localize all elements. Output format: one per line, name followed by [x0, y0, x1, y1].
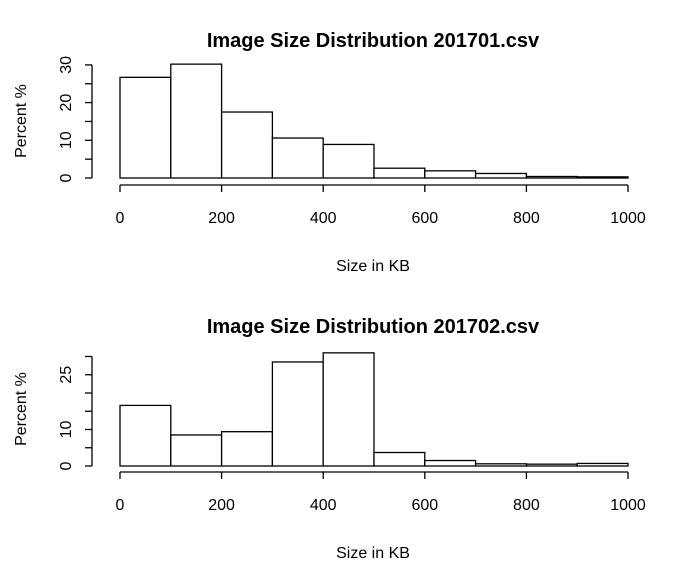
histogram-bar — [373, 167, 426, 179]
chart-title: Image Size Distribution 201701.csv — [207, 30, 540, 52]
y-axis: 0 10 20 30 — [58, 56, 93, 182]
y-tick-label: 20 — [58, 94, 75, 112]
histogram-bar — [271, 137, 324, 179]
x-tick-label: 0 — [116, 210, 125, 227]
x-tick-label: 1000 — [610, 210, 646, 227]
x-tick-label: 1000 — [610, 497, 646, 514]
histogram-bar — [220, 431, 274, 467]
histogram-bar — [119, 76, 172, 179]
histogram-bar — [170, 63, 223, 179]
histogram-bar — [424, 170, 477, 179]
histogram-bar — [525, 463, 578, 467]
y-axis-label: Percent % — [13, 372, 30, 446]
x-tick-label: 800 — [513, 210, 540, 227]
x-axis: 0 200 400 600 800 1000 — [116, 184, 646, 227]
y-tick-label: 10 — [58, 131, 75, 149]
x-tick-label: 400 — [310, 497, 337, 514]
x-tick-label: 600 — [411, 497, 438, 514]
x-tick-label: 600 — [411, 210, 438, 227]
x-tick-label: 200 — [208, 210, 235, 227]
x-tick-label: 400 — [310, 210, 337, 227]
y-axis: 0 10 25 — [58, 355, 93, 470]
histogram-bar — [322, 143, 375, 179]
bars — [119, 352, 629, 467]
x-tick-label: 200 — [208, 497, 235, 514]
x-tick-label: 800 — [513, 497, 540, 514]
histogram-bar — [424, 459, 477, 467]
histogram-bar — [474, 172, 528, 179]
x-axis: 0 200 400 600 800 1000 — [116, 471, 646, 514]
y-tick-label: 25 — [58, 366, 75, 384]
histogram-bar — [220, 111, 274, 179]
y-tick-label: 10 — [58, 421, 75, 439]
y-tick-label: 0 — [58, 461, 75, 470]
x-axis-label: Size in KB — [336, 545, 410, 562]
histogram-bar — [322, 352, 375, 467]
chart-panel-201701: Image Size Distribution 201701.csv Size … — [13, 30, 646, 275]
y-tick-label: 30 — [58, 56, 75, 74]
histogram-bar — [373, 451, 426, 467]
y-tick-label: 0 — [58, 173, 75, 182]
y-axis-label: Percent % — [13, 84, 30, 158]
histogram-bar — [576, 176, 629, 179]
histogram-bar — [525, 175, 578, 179]
chart-title: Image Size Distribution 201702.csv — [207, 316, 540, 338]
histogram-bar — [170, 434, 223, 467]
histogram-bar — [576, 462, 629, 467]
histogram-bar — [474, 463, 528, 467]
x-axis-label: Size in KB — [336, 258, 410, 275]
histogram-bar — [271, 361, 324, 467]
histogram-bar — [119, 404, 172, 467]
bars — [119, 63, 629, 179]
x-tick-label: 0 — [116, 497, 125, 514]
chart-panel-201702: Image Size Distribution 201702.csv Size … — [13, 316, 646, 562]
